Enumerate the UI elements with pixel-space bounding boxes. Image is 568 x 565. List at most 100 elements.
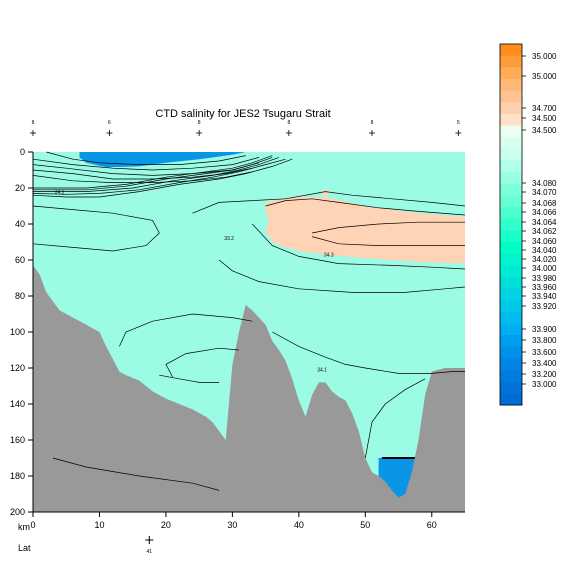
contour-line [46,151,246,165]
contour-line [32,158,293,198]
contour-line [33,155,273,189]
contour-line [32,158,286,195]
lat-tick-label: 41 [147,549,153,555]
colorbar-swatch [500,125,522,138]
contour-line [52,457,220,491]
y-tick-label: 180 [10,471,25,481]
colorbar-label: 33.920 [532,302,557,311]
plot-area [33,152,465,512]
y-tick-label: 80 [15,291,25,301]
colorbar-swatch [500,253,522,266]
station-label: 8 [32,120,35,126]
colorbar-swatch [500,44,522,57]
seabed [33,265,465,512]
y-tick-label: 120 [10,363,25,373]
y-tick-label: 160 [10,435,25,445]
colorbar-label: 33.900 [532,325,557,334]
x-tick-label: 20 [161,520,171,530]
contour-lines [32,151,466,491]
colorbar-label: 34.064 [532,218,557,227]
colorbar-swatch [500,241,522,255]
contour-line [252,223,466,270]
colorbar-swatch [500,137,522,150]
colorbar-swatch [500,230,522,243]
colorbar-swatch [500,393,522,406]
x-axis-label: km [18,522,30,532]
station-label: 8 [287,120,290,126]
colorbar-swatch [500,67,522,80]
colorbar-label: 34.700 [532,104,557,113]
colorbar-swatch [500,102,522,115]
warm-salinity-tongue [265,197,465,264]
colorbar-label: 35.000 [532,72,557,81]
colorbar-label: 33.800 [532,336,557,345]
contour-line [165,347,240,378]
colorbar-label: 34.500 [532,114,557,123]
colorbar-swatch [500,113,522,127]
x-tick-label: 50 [360,520,370,530]
contour-label: 34.1 [317,368,327,374]
contour-line [364,378,426,459]
colorbar-swatch [500,218,522,231]
colorbar-swatch [500,55,522,68]
contour-line [32,167,253,180]
station-label: 5 [457,120,460,126]
contour-line [33,157,280,192]
colorbar-swatch [500,335,522,348]
colorbar-label: 34.062 [532,227,557,236]
contour-label: 34.1 [55,189,65,195]
contour-line [218,259,466,293]
colorbar-swatch [500,265,522,278]
station-label: 8 [198,120,201,126]
x-tick-label: 60 [427,520,437,530]
contour-line [32,171,253,183]
colorbar-swatch [500,323,522,336]
contour-line [312,221,465,234]
colorbar-label: 34.060 [532,237,557,246]
contour-line [272,331,465,374]
station-label: 8 [371,120,374,126]
colorbar-swatch [500,183,522,196]
colorbar-label: 33.000 [532,380,557,389]
colorbar-swatch [500,300,522,313]
contour-line [32,162,260,176]
colorbar-label: 34.000 [532,264,557,273]
colorbar-frame [499,43,523,406]
y-tick-label: 140 [10,399,25,409]
x-tick-label: 30 [227,520,237,530]
colorbar-label: 33.960 [532,283,557,292]
colorbar-label: 34.068 [532,199,557,208]
contour-label: 33.2 [224,236,234,242]
colorbar-label: 33.940 [532,292,557,301]
contour-line [159,374,220,383]
colorbar-label: 34.500 [532,126,557,135]
x-tick-label: 10 [94,520,104,530]
contour-line [119,313,253,347]
axes: 0 20 40 60 80 100 120 140 160 180 200 0 10 20 30 40 50 60… [10,147,465,555]
colorbar-swatch [500,148,522,161]
contour-line [32,205,160,252]
y-tick-label: 200 [10,507,25,517]
colorbar-swatch [500,78,522,92]
colorbar-label: 34.080 [532,179,557,188]
colorbar-label: 33.980 [532,274,557,283]
colorbar-swatch [500,346,522,359]
colorbar-swatch [500,195,522,208]
station-label: 6 [108,120,111,126]
x-tick-label: 0 [30,520,35,530]
colorbar-label: 35.000 [532,52,557,61]
contour-line [32,157,260,171]
y-tick-label: 0 [20,147,25,157]
colorbar-swatch [500,90,522,103]
contour-labels: 34.1 33.2 34.3 34.1 [55,189,334,373]
colorbar-label: 34.070 [532,188,557,197]
y-tick-label: 20 [15,183,25,193]
warm-patch [322,189,329,196]
colorbar-swatch [500,207,522,220]
lat-axis-label: Lat [18,543,31,553]
contour-line [192,191,466,214]
colorbar-label: 33.600 [532,348,557,357]
colorbar-swatch [500,358,522,371]
colorbar-label: 34.040 [532,246,557,255]
